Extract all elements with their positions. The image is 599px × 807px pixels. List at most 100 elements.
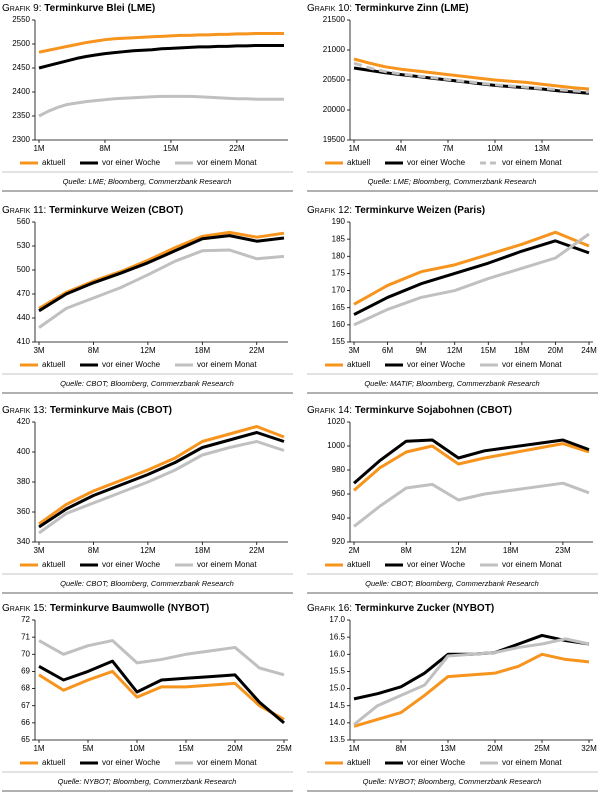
x-tick-label: 22M [229,144,245,153]
chart-title: Grafik 10: Terminkurve Zinn (LME) [307,3,469,14]
x-tick-label: 9M [416,346,427,355]
x-tick-label: 8M [99,144,110,153]
legend-label: aktuell [347,360,370,369]
series-line [38,659,285,725]
series-line [38,43,284,70]
chart-title-text: Terminkurve Weizen (Paris) [355,205,485,216]
chart-title: Grafik 11: Terminkurve Weizen (CBOT) [2,205,183,216]
legend-label: vor einer Woche [102,758,161,767]
series-line [38,431,285,529]
y-tick-label: 530 [17,241,31,250]
x-tick-label: 1M [348,744,359,753]
x-tick-label: 2M [348,546,359,555]
x-tick-label: 25M [276,744,292,753]
x-tick-label: 18M [195,546,211,555]
legend-label: vor einem Monat [197,560,257,569]
source-note: Quelle: CBOT; Bloomberg, Commerzbank Res… [365,579,539,588]
x-tick-label: 22M [249,546,265,555]
chart-label: Grafik 16: [307,603,352,614]
chart-label: Grafik 12: [307,205,352,216]
chart-label: Grafik 10: [307,3,352,14]
chart-title-text: Terminkurve Weizen (CBOT) [49,205,183,216]
legend-label: vor einer Woche [407,360,466,369]
x-tick-label: 18M [514,346,530,355]
y-tick-label: 17.0 [329,615,345,624]
y-tick-label: 16.0 [329,649,345,658]
chart-label: Grafik 15: [2,603,47,614]
y-tick-label: 920 [332,537,346,546]
chart-title: Grafik 9: Terminkurve Blei (LME) [2,3,155,14]
y-tick-label: 15.0 [329,684,345,693]
x-tick-label: 1M [348,144,359,153]
y-tick-label: 500 [17,265,31,274]
y-tick-label: 2500 [12,39,30,48]
legend-label: vor einer Woche [407,758,466,767]
y-tick-label: 960 [332,489,346,498]
y-tick-label: 21500 [323,15,346,24]
chart-title-text: Terminkurve Blei (LME) [44,3,155,14]
y-tick-label: 440 [17,313,31,322]
chart-title-text: Terminkurve Zucker (NYBOT) [355,603,494,614]
y-tick-label: 68 [21,684,30,693]
x-tick-label: 1M [33,144,44,153]
legend-label: vor einem Monat [197,158,257,167]
series-line [38,639,285,677]
y-tick-label: 69 [21,667,30,676]
x-tick-label: 13M [534,144,550,153]
y-tick-label: 410 [17,337,31,346]
source-note: Quelle: NYBOT; Bloomberg, Commerzbank Re… [58,777,237,786]
x-tick-label: 25M [534,744,550,753]
legend-label: aktuell [42,360,65,369]
x-tick-label: 12M [447,346,463,355]
chart-title: Grafik 12: Terminkurve Weizen (Paris) [307,205,485,216]
y-tick-label: 155 [332,337,346,346]
y-tick-label: 66 [21,718,30,727]
x-tick-label: 6M [382,346,393,355]
x-tick-label: 12M [140,346,156,355]
series-line [38,425,285,526]
x-tick-label: 1M [33,744,44,753]
legend-label: aktuell [347,560,370,569]
y-tick-label: 72 [21,615,30,624]
series-line [38,669,285,721]
y-tick-label: 470 [17,289,31,298]
y-tick-label: 360 [17,507,31,516]
series-line [353,481,590,528]
y-tick-label: 170 [332,286,346,295]
y-tick-label: 20500 [323,75,346,84]
x-tick-label: 15M [481,346,497,355]
y-tick-label: 400 [17,447,31,456]
legend-label: aktuell [347,758,370,767]
x-tick-label: 10M [129,744,145,753]
x-tick-label: 8M [88,346,99,355]
chart-title: Grafik 14: Terminkurve Sojabohnen (CBOT) [307,405,512,416]
series-line [353,230,590,306]
x-tick-label: 3M [33,346,44,355]
x-tick-label: 15M [178,744,194,753]
y-tick-label: 340 [17,537,31,546]
chart-title: Grafik 13: Terminkurve Mais (CBOT) [2,405,172,416]
chart-title-text: Terminkurve Sojabohnen (CBOT) [355,405,512,416]
legend-label: vor einem Monat [502,758,562,767]
y-tick-label: 65 [21,735,30,744]
legend-label: vor einem Monat [197,360,257,369]
series-line [38,230,285,310]
chart-title-text: Terminkurve Baumwolle (NYBOT) [50,603,209,614]
legend-label: vor einem Monat [197,758,257,767]
x-tick-label: 22M [249,346,265,355]
y-tick-label: 70 [21,649,30,658]
x-tick-label: 20M [227,744,243,753]
source-note: Quelle: NYBOT; Bloomberg, Commerzbank Re… [363,777,542,786]
y-tick-label: 19500 [323,135,346,144]
legend-label: vor einem Monat [502,360,562,369]
y-tick-label: 190 [332,217,346,226]
y-tick-label: 175 [332,269,346,278]
source-note: Quelle: LME; Bloomberg, Commerzbank Rese… [63,177,232,186]
series-line [38,248,285,329]
chart-label: Grafik 11: [2,205,46,216]
x-tick-label: 23M [555,546,571,555]
y-tick-label: 20000 [323,105,346,114]
series-line [353,637,590,726]
x-tick-label: 24M [581,346,597,355]
